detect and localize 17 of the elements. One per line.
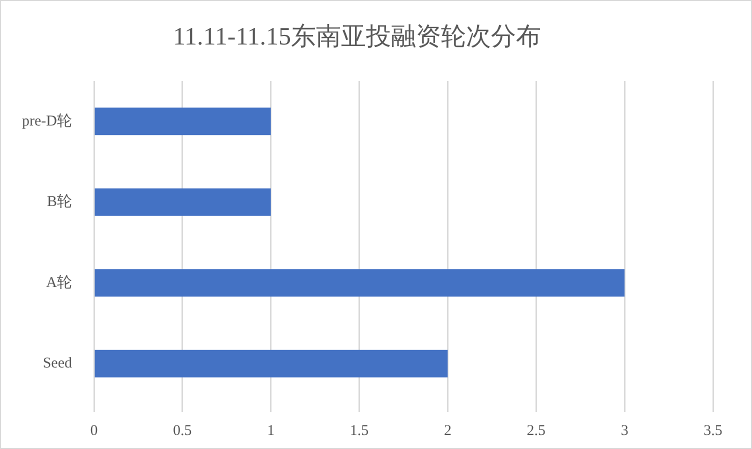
chart-title: 11.11-11.15东南亚投融资轮次分布: [172, 22, 542, 51]
y-tick-label: pre-D轮: [22, 112, 72, 130]
x-tick-label: 1.5: [350, 422, 369, 439]
x-tick-label: 0: [90, 422, 98, 439]
x-tick-label: 3.5: [704, 422, 722, 439]
bar: [94, 108, 271, 136]
y-tick-label: A轮: [46, 274, 72, 291]
x-tick-label: 2.5: [526, 422, 546, 439]
x-tick-label: 2: [444, 422, 452, 439]
bar: [94, 188, 271, 216]
bar: [94, 269, 625, 297]
y-tick-label: B轮: [46, 193, 72, 210]
y-tick-label: Seed: [42, 356, 72, 372]
x-tick-label: 0.5: [173, 422, 192, 439]
x-tick-label: 3: [620, 422, 628, 439]
x-tick-label: 1: [267, 422, 275, 439]
bar: [94, 350, 448, 378]
